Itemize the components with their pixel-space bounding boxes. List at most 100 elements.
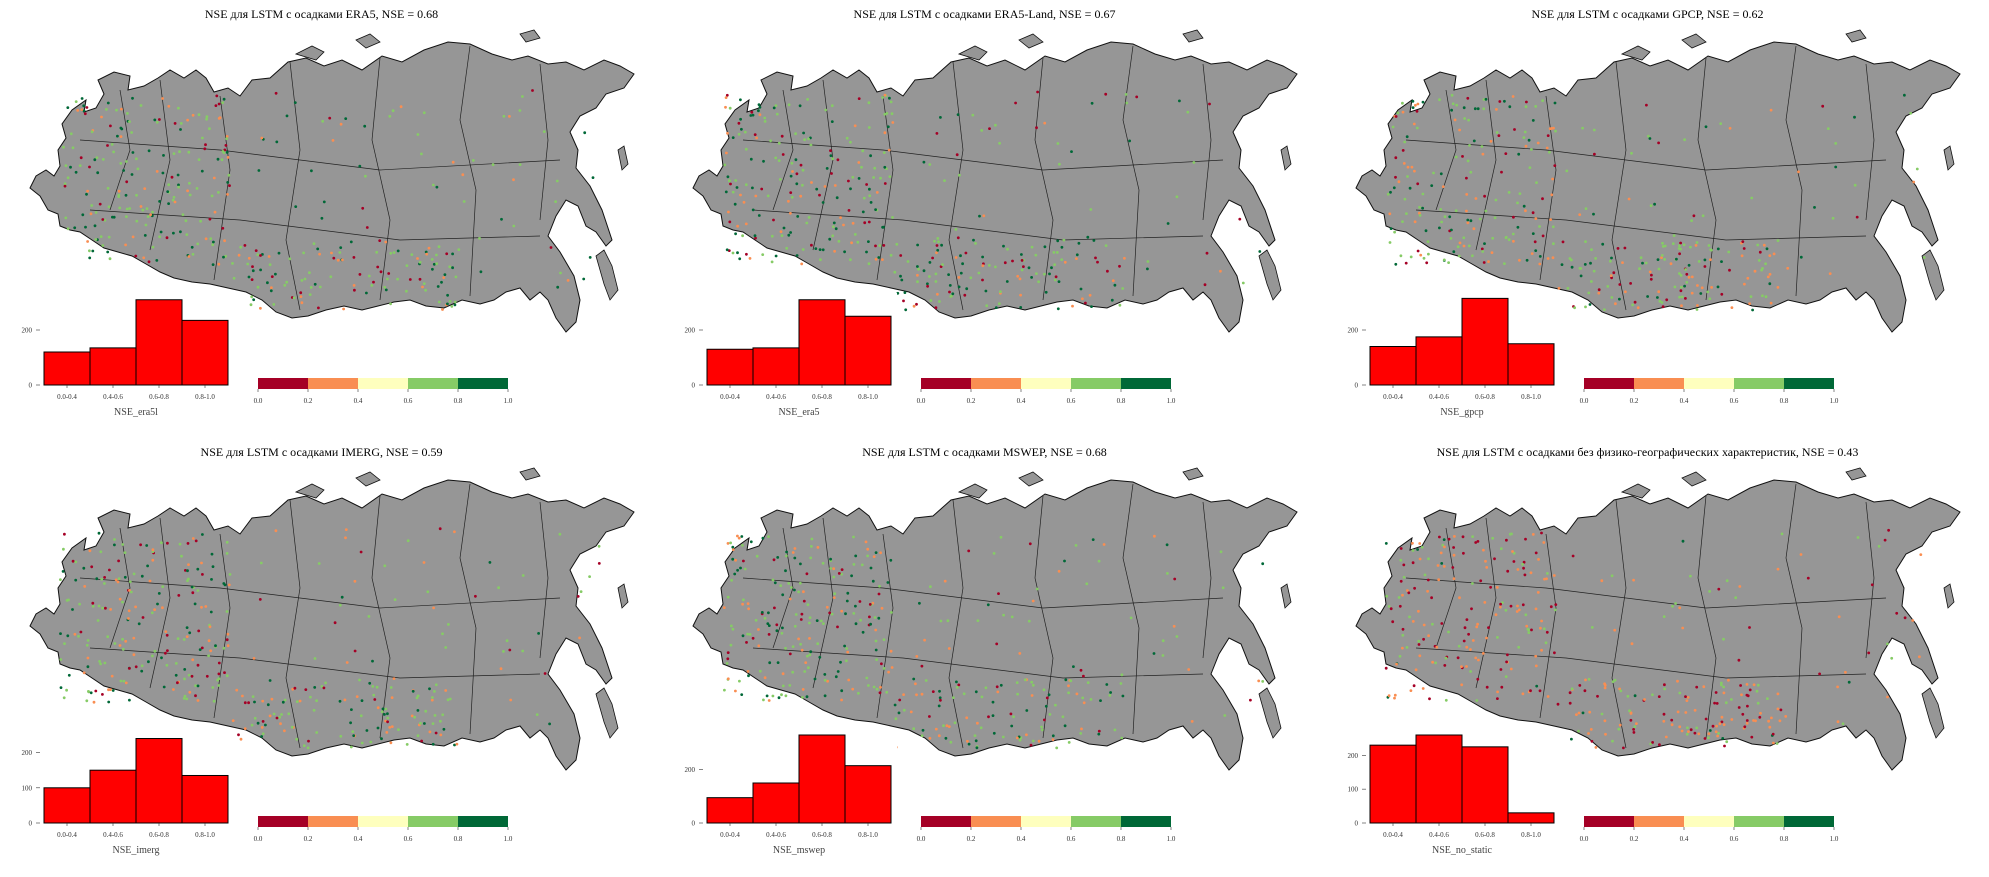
station-dot [966,739,969,743]
station-dot [1465,618,1469,621]
station-dot [207,639,211,643]
station-dot [726,595,730,599]
station-dot [170,175,174,179]
island [1681,33,1707,49]
station-dot [1422,637,1425,641]
station-dot [90,565,94,569]
station-dot [1551,177,1554,181]
station-dot [1427,557,1430,561]
station-dot [1509,604,1513,608]
station-dot [167,202,171,206]
station-dot [1610,276,1613,280]
station-dot [1660,254,1664,257]
station-dot [1391,620,1395,624]
station-dot [1618,297,1621,301]
station-dot [509,698,513,702]
station-dot [939,116,942,119]
station-dot [1531,211,1535,215]
station-dot [161,97,165,100]
station-dot [823,694,827,698]
station-dot [731,548,735,551]
station-dot [1679,241,1682,245]
station-dot [735,186,739,189]
station-dot [1097,732,1101,736]
station-dot [1402,563,1406,567]
station-dot [1686,726,1689,730]
station-dot [161,606,164,610]
station-dot [936,237,940,240]
colorbar-segment [408,378,458,389]
station-dot [187,255,191,258]
station-dot [763,120,767,123]
station-dot [801,688,805,691]
station-dot [1427,634,1430,638]
station-dot [200,561,203,565]
station-dot [798,581,802,585]
station-dot [121,543,125,546]
station-dot [1393,693,1397,697]
station-dot [89,691,93,695]
station-dot [1406,165,1410,169]
station-dot [92,700,96,704]
station-dot [984,289,988,293]
station-dot [1480,247,1484,251]
island [957,45,988,61]
station-dot [1152,652,1156,655]
station-dot [104,606,107,610]
station-dot [1471,639,1475,642]
station-dot [94,238,98,241]
station-dot [999,683,1003,687]
station-dot [1589,728,1593,731]
station-dot [1044,290,1048,294]
station-dot [304,688,308,691]
station-dot [1708,297,1712,301]
station-dot [440,280,443,284]
station-dot [1684,695,1687,698]
station-dot [173,122,177,125]
station-dot [212,699,216,703]
station-dot [847,678,851,682]
station-dot [1052,251,1056,254]
station-dot [842,223,845,227]
station-dot [891,216,894,219]
station-dot [851,687,855,691]
station-dot [981,278,984,282]
station-dot [729,541,732,545]
station-dot [210,552,214,556]
x-axis-label: NSE_era5l [114,407,158,418]
station-dot [226,632,230,636]
station-dot [798,104,802,108]
station-dot [1416,182,1420,186]
station-dot [118,206,122,210]
station-dot [897,711,901,715]
station-dot [771,578,775,582]
colorbar-tick-label: 0.2 [967,397,976,405]
station-dot [1411,99,1415,103]
station-dot [1516,568,1520,571]
station-dot [147,149,151,153]
station-dot [1545,146,1549,150]
station-dot [479,270,483,274]
station-dot [739,193,742,197]
station-dot [740,693,744,696]
station-dot [178,150,181,154]
station-dot [1082,701,1086,705]
station-dot [1769,108,1773,112]
station-dot [1397,180,1401,184]
station-dot [1521,603,1525,607]
station-dot [201,533,204,536]
station-dot [74,170,78,174]
station-dot [785,246,789,250]
station-dot [956,113,960,116]
station-dot [109,608,112,611]
station-dot [850,574,853,578]
station-dot [1772,252,1776,256]
station-dot [204,605,208,608]
station-dot [307,739,310,743]
station-dot [474,594,477,598]
station-dot [224,144,228,147]
station-dot [780,234,784,238]
station-dot [226,181,230,184]
station-dot [320,216,324,220]
station-dot [1535,181,1538,185]
